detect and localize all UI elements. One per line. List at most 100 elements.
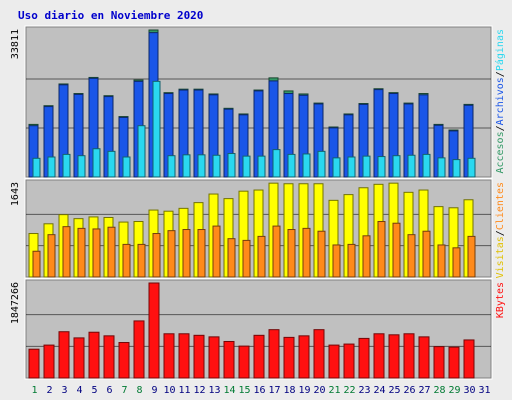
right-legend-bottom: KBytes: [495, 282, 506, 318]
bar-kbytes-day-4: [73, 337, 85, 379]
legend-accesos: Accesos: [495, 131, 506, 173]
bar-kbytes-day-5: [88, 331, 100, 379]
x-tick-day-26: 26: [403, 385, 415, 396]
x-tick-day-23: 23: [358, 385, 370, 396]
bar-kbytes-day-28: [433, 346, 445, 379]
bar-kbytes-day-23: [358, 337, 370, 379]
bar-pginas-day-12: [197, 154, 206, 178]
panel-frame: [24, 178, 493, 279]
x-tick-day-21: 21: [328, 385, 340, 396]
bar-pginas-day-3: [62, 153, 71, 178]
y-max-label: 1847266: [10, 282, 21, 324]
bar-pginas-day-19: [302, 153, 311, 178]
bar-kbytes-day-18: [283, 336, 295, 379]
y-max-label: 1643: [10, 182, 21, 206]
bar-pginas-day-20: [317, 150, 326, 178]
bar-kbytes-day-3: [58, 331, 70, 379]
bar-pginas-day-24: [377, 156, 386, 178]
bar-kbytes-day-29: [448, 346, 460, 379]
bar-kbytes-day-21: [328, 344, 340, 379]
legend-pginas: Páginas: [494, 29, 506, 71]
x-tick-day-19: 19: [298, 385, 310, 396]
x-tick-day-2: 2: [46, 385, 52, 396]
bar-pginas-day-15: [242, 155, 251, 178]
x-tick-day-8: 8: [136, 385, 142, 396]
bar-kbytes-day-11: [178, 333, 190, 379]
panel-bottom: 1847266: [10, 278, 493, 380]
right-legend-middle: Visitas/Clientes: [495, 182, 506, 278]
bar-clientes-day-23: [362, 235, 371, 278]
bar-clientes-day-15: [242, 239, 251, 278]
bar-clientes-day-19: [302, 227, 311, 278]
bar-pginas-day-13: [212, 154, 221, 178]
bar-clientes-day-10: [167, 230, 176, 278]
x-tick-day-6: 6: [106, 385, 112, 396]
bar-clientes-day-20: [317, 230, 326, 278]
bar-pginas-day-30: [467, 157, 476, 178]
panel-frame: [24, 25, 493, 179]
x-tick-day-11: 11: [178, 385, 190, 396]
bar-pginas-day-21: [332, 157, 341, 178]
bar-pginas-day-14: [227, 153, 236, 178]
bar-pginas-day-2: [47, 156, 56, 178]
bar-clientes-day-25: [392, 222, 401, 278]
bar-kbytes-day-16: [253, 334, 265, 379]
legend-separator: /: [495, 230, 506, 236]
bar-kbytes-day-7: [118, 342, 130, 379]
chart-title: Uso diario en Noviembre 2020: [18, 9, 203, 22]
bar-kbytes-day-1: [28, 348, 40, 379]
bar-clientes-day-9: [152, 233, 161, 278]
x-tick-day-30: 30: [463, 385, 475, 396]
x-tick-day-3: 3: [61, 385, 67, 396]
x-tick-day-5: 5: [91, 385, 97, 396]
bar-clientes-day-26: [407, 234, 416, 278]
x-tick-day-14: 14: [223, 385, 235, 396]
bar-kbytes-day-13: [208, 336, 220, 379]
bar-pginas-day-27: [422, 153, 431, 178]
x-tick-day-24: 24: [373, 385, 385, 396]
bar-kbytes-day-6: [103, 335, 115, 379]
bar-pginas-day-23: [362, 155, 371, 178]
bar-kbytes-day-10: [163, 333, 175, 379]
bar-clientes-day-30: [467, 235, 476, 278]
y-max-label: 33811: [10, 29, 21, 59]
bar-kbytes-day-19: [298, 335, 310, 379]
x-tick-day-22: 22: [343, 385, 355, 396]
bar-clientes-day-16: [257, 235, 266, 278]
bar-pginas-day-11: [182, 154, 191, 178]
x-tick-day-1: 1: [31, 385, 37, 396]
bar-kbytes-day-24: [373, 333, 385, 379]
bar-clientes-day-1: [32, 250, 41, 278]
bar-clientes-day-2: [47, 234, 56, 278]
bar-kbytes-day-25: [388, 334, 400, 379]
legend-separator: /: [495, 125, 506, 131]
bar-kbytes-day-14: [223, 340, 235, 379]
x-tick-day-15: 15: [238, 385, 250, 396]
x-tick-day-13: 13: [208, 385, 220, 396]
bar-kbytes-day-27: [418, 336, 430, 379]
bar-clientes-day-7: [122, 243, 131, 278]
bar-pginas-day-10: [167, 155, 176, 178]
bar-kbytes-day-20: [313, 329, 325, 379]
bar-clientes-day-22: [347, 243, 356, 278]
legend-archivos: Archivos: [495, 77, 506, 125]
bar-clientes-day-4: [77, 227, 86, 278]
x-tick-day-25: 25: [388, 385, 400, 396]
x-axis-day-labels: 1 2 3 4 5 6 7 8 9 10 11 12 13 14 15 16 17 18 19 20 21 22 23 24 2…: [31, 385, 490, 396]
bar-clientes-day-6: [107, 226, 116, 278]
bar-clientes-day-12: [197, 229, 206, 278]
x-tick-day-28: 28: [433, 385, 445, 396]
bar-pginas-day-16: [257, 155, 266, 178]
bar-kbytes-day-8: [133, 320, 145, 379]
bar-clientes-day-3: [62, 226, 71, 278]
panel-top: 33811: [10, 25, 493, 179]
bar-pginas-day-22: [347, 156, 356, 178]
bar-clientes-day-13: [212, 225, 221, 278]
bar-clientes-day-14: [227, 238, 236, 278]
bar-kbytes-day-12: [193, 334, 205, 379]
bar-kbytes-day-30: [463, 339, 475, 379]
x-tick-day-7: 7: [121, 385, 127, 396]
panel-frame: [24, 278, 493, 380]
